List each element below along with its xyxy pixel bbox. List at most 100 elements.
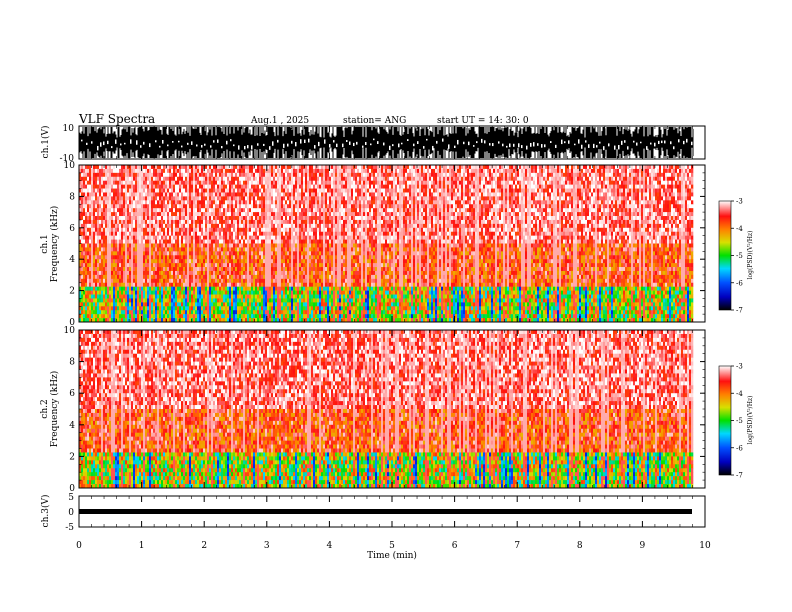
- spectrogram-cell: [203, 251, 205, 255]
- spectrogram-cell: [229, 189, 231, 193]
- spectrogram-cell: [99, 302, 101, 306]
- spectrogram-cell: [247, 263, 249, 267]
- spectrogram-cell: [281, 240, 283, 244]
- spectrogram-cell: [119, 263, 121, 267]
- spectrogram-cell: [265, 200, 267, 204]
- spectrogram-cell: [145, 267, 147, 271]
- spectrogram-cell: [253, 279, 255, 283]
- spectrogram-cell: [105, 314, 107, 318]
- spectrogram-cell: [83, 185, 85, 189]
- spectrogram-cell: [201, 196, 203, 200]
- spectrogram-cell: [171, 177, 173, 181]
- spectrogram-cell: [141, 204, 143, 208]
- spectrogram-cell: [281, 279, 283, 283]
- spectrogram-cell: [113, 181, 115, 185]
- spectrogram-cell: [209, 255, 211, 259]
- spectrogram-cell: [91, 310, 93, 314]
- spectrogram-cell: [213, 212, 215, 216]
- spectrogram-cell: [269, 181, 271, 185]
- spectrogram-cell: [185, 173, 187, 177]
- spectrogram-cell: [259, 204, 261, 208]
- spectrogram-cell: [309, 173, 311, 177]
- spectrogram-cell: [99, 185, 101, 189]
- spectrogram-cell: [129, 255, 131, 259]
- spectrogram-cell: [177, 279, 179, 283]
- spectrogram-cell: [315, 236, 317, 240]
- spectrogram-cell: [131, 291, 133, 295]
- spectrogram-cell: [285, 279, 287, 283]
- spectrogram-cell: [249, 192, 251, 196]
- spectrogram-cell: [161, 196, 163, 200]
- spectrogram-cell: [275, 310, 277, 314]
- spectrogram-cell: [119, 232, 121, 236]
- spectrogram-cell: [233, 236, 235, 240]
- spectrogram-cell: [181, 228, 183, 232]
- spectrogram-cell: [229, 204, 231, 208]
- spectrogram-cell: [275, 216, 277, 220]
- spectrogram-cell: [91, 208, 93, 212]
- spectrogram-cell: [311, 247, 313, 251]
- spectrogram-cell: [265, 259, 267, 263]
- spectrogram-cell: [109, 232, 111, 236]
- spectrogram-cell: [273, 247, 275, 251]
- spectrogram-cell: [209, 244, 211, 248]
- spectrogram-cell: [235, 302, 237, 306]
- spectrogram-cell: [291, 295, 293, 299]
- spectrogram-cell: [165, 275, 167, 279]
- spectrogram-cell: [155, 255, 157, 259]
- ch1-waveform-gap: [251, 145, 253, 149]
- spectrogram-cell: [301, 204, 303, 208]
- spectrogram-cell: [291, 169, 293, 173]
- spectrogram-cell: [279, 302, 281, 306]
- spectrogram-cell: [149, 279, 151, 283]
- spectrogram-cell: [129, 204, 131, 208]
- spectrogram-cell: [207, 204, 209, 208]
- spectrogram-cell: [173, 287, 175, 291]
- spectrogram-cell: [179, 177, 181, 181]
- spectrogram-cell: [193, 181, 195, 185]
- spectrogram-cell: [245, 165, 247, 169]
- station-label: station= ANG: [343, 116, 406, 126]
- spectrogram-cell: [171, 216, 173, 220]
- spectrogram-cell: [123, 295, 125, 299]
- spectrogram-cell: [131, 165, 133, 169]
- spectrogram-cell: [219, 196, 221, 200]
- spectrogram-cell: [153, 259, 155, 263]
- spectrogram-cell: [163, 283, 165, 287]
- spectrogram-cell: [243, 185, 245, 189]
- spectrogram-cell: [287, 279, 289, 283]
- spectrogram-cell: [103, 169, 105, 173]
- spectrogram-cell: [247, 169, 249, 173]
- spectrogram-cell: [251, 212, 253, 216]
- spectrogram-cell: [97, 267, 99, 271]
- spectrogram-cell: [121, 251, 123, 255]
- spectrogram-cell: [257, 232, 259, 236]
- spectrogram-cell: [209, 224, 211, 228]
- spectrogram-cell: [197, 232, 199, 236]
- spectrogram-cell: [121, 220, 123, 224]
- spectrogram-cell: [261, 247, 263, 251]
- spectrogram-cell: [145, 240, 147, 244]
- spectrogram-cell: [239, 200, 241, 204]
- spectrogram-cell: [301, 283, 303, 287]
- spectrogram-cell: [295, 302, 297, 306]
- spectrogram-cell: [131, 279, 133, 283]
- spectrogram-cell: [303, 244, 305, 248]
- spectrogram-cell: [267, 196, 269, 200]
- spectrogram-cell: [293, 247, 295, 251]
- spectrogram-cell: [149, 189, 151, 193]
- spectrogram-cell: [149, 212, 151, 216]
- ch1-waveform-gap: [561, 140, 563, 144]
- spectrogram-cell: [223, 298, 225, 302]
- spectrogram-cell: [143, 247, 145, 251]
- spectrogram-cell: [265, 224, 267, 228]
- spectrogram-cell: [251, 295, 253, 299]
- spectrogram-cell: [163, 173, 165, 177]
- spectrogram-cell: [257, 185, 259, 189]
- spectrogram-cell: [253, 287, 255, 291]
- spectrogram-cell: [191, 220, 193, 224]
- spectrogram-cell: [197, 251, 199, 255]
- spectrogram-cell: [155, 298, 157, 302]
- spectrogram-cell: [265, 240, 267, 244]
- spectrogram-cell: [187, 220, 189, 224]
